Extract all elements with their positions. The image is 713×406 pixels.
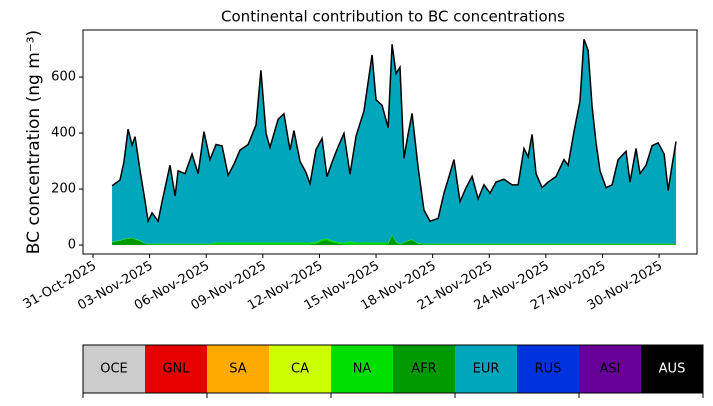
legend-label: NA — [353, 362, 372, 377]
legend-swatch — [207, 345, 269, 393]
legend-swatch — [455, 345, 517, 393]
legend-label: EUR — [473, 362, 500, 377]
legend-label: GNL — [162, 362, 190, 377]
legend-frame — [82, 344, 704, 394]
total-line — [111, 38, 677, 224]
legend-label: CA — [291, 362, 309, 377]
y-tick-label: 200 — [51, 182, 76, 197]
legend-swatch — [269, 345, 331, 393]
legend-swatch — [83, 345, 145, 393]
legend-swatch — [393, 345, 455, 393]
area — [112, 235, 677, 246]
legend-swatch — [641, 345, 703, 393]
legend-label: OCE — [100, 362, 128, 377]
y-tick-label: 600 — [51, 70, 76, 85]
y-tick-label: 0 — [68, 238, 76, 253]
plot-frame — [82, 29, 698, 255]
legend-label: AUS — [659, 362, 686, 377]
chart-title: Continental contribution to BC concentra… — [221, 8, 565, 26]
legend-label: ASI — [600, 362, 621, 377]
legend-label: AFR — [411, 362, 436, 377]
area — [112, 39, 677, 244]
legend-label: SA — [229, 362, 246, 377]
legend-swatch — [145, 345, 207, 393]
legend-swatch — [331, 345, 393, 393]
legend-swatch — [517, 345, 579, 393]
legend-label: RUS — [535, 362, 562, 377]
y-axis-label: BC concentration (ng m⁻³) — [24, 30, 44, 254]
y-tick-label: 400 — [51, 126, 76, 141]
legend-swatch — [579, 345, 641, 393]
